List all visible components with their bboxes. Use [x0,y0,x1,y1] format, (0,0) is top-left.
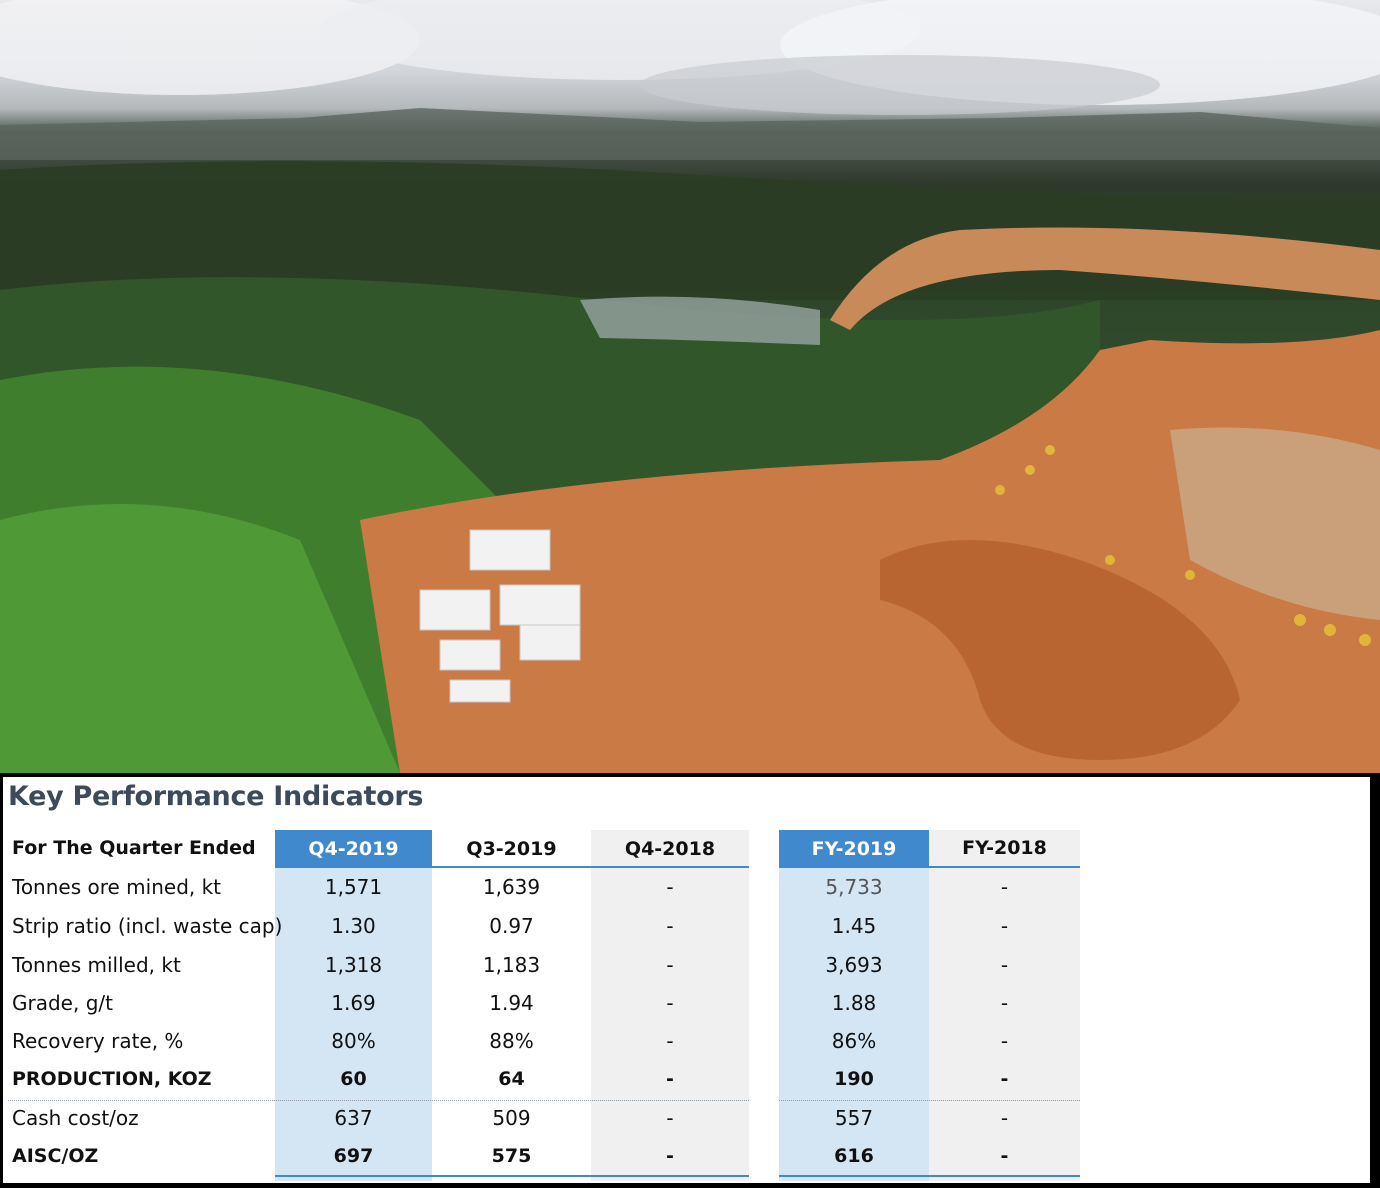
cell-q3-2019: 88% [489,1029,534,1053]
cell-q3-2019: 1.94 [489,991,534,1015]
cell-q3-2019: 0.97 [489,914,534,938]
cell-fy-2019: 190 [834,1068,874,1090]
row-label: AISC/OZ [12,1145,99,1167]
row-label: Cash cost/oz [12,1106,139,1130]
cell-q4-2018: - [666,914,674,938]
q4-2019-column-bg [275,830,432,1181]
cell-q4-2019: 697 [333,1145,374,1167]
cell-fy-2018: - [1000,1106,1009,1130]
cell-q4-2019: 1,318 [324,953,383,977]
cell-fy-2019: 5,733 [825,875,883,899]
cell-q4-2019: 1.69 [331,991,376,1015]
cell-q4-2019: 80% [331,1029,376,1053]
kpi-panel: Key Performance Indicators For The Quart… [3,777,1370,1183]
fy-2019-header-bg [779,830,929,866]
cell-q3-2019: 509 [492,1106,531,1130]
cell-q3-2019: 575 [491,1145,532,1167]
header-label: For The Quarter Ended [12,837,256,859]
cell-fy-2019: 3,693 [825,953,883,977]
cell-fy-2018: - [1000,1029,1009,1053]
row-label: Tonnes ore mined, kt [12,875,222,899]
cell-q3-2019: 1,183 [482,953,541,977]
header-q3-2019: Q3-2019 [466,838,557,860]
cell-q4-2019: 60 [340,1068,367,1090]
cell-q4-2018: - [666,875,674,899]
fy-2018-column-bg [929,830,1080,1181]
row-label: PRODUCTION, KOZ [12,1068,212,1090]
aerial-mine-site-photo [0,0,1380,773]
quarter-header-rule [275,866,749,868]
cell-q4-2019: 1.30 [331,914,376,938]
header-q4-2019: Q4-2019 [308,838,399,860]
cell-q4-2018: - [666,1106,674,1130]
q4-2018-column-bg [591,830,749,1181]
header-q4-2018: Q4-2018 [624,838,716,860]
cell-q4-2018: - [666,1029,674,1053]
cell-fy-2019: 1.45 [831,914,877,938]
photo-illustration [0,0,1380,773]
cell-q4-2018: - [666,991,674,1015]
header-fy-2018: FY-2018 [962,837,1047,859]
cell-q4-2018: - [666,953,674,977]
row-label: Recovery rate, % [12,1029,184,1053]
cell-q4-2019: 1,571 [324,875,383,899]
cell-q3-2019: 64 [498,1068,525,1090]
kpi-title: Key Performance Indicators [8,781,424,812]
production-separator-fy [779,1100,1080,1101]
row-label: Strip ratio (incl. waste cap) [12,914,283,938]
row-label: Tonnes milled, kt [12,953,181,977]
q4-2019-header-bg [275,830,432,866]
cell-q4-2019: 637 [334,1106,373,1130]
quarter-bottom-rule [275,1175,749,1177]
row-label: Grade, g/t [12,991,113,1015]
fy-2019-column-bg [779,830,929,1181]
cell-q4-2018: - [666,1145,674,1167]
cell-fy-2018: - [1000,914,1009,938]
year-bottom-rule [779,1175,1080,1177]
cell-q4-2018: - [666,1068,674,1090]
cell-fy-2019: 557 [834,1106,874,1130]
cell-fy-2018: - [1000,875,1009,899]
cell-fy-2019: 1.88 [831,991,877,1015]
cell-fy-2019: 86% [831,1029,877,1053]
cell-fy-2018: - [1000,953,1009,977]
cell-fy-2019: 616 [834,1145,874,1167]
cell-fy-2018: - [1000,991,1009,1015]
cell-fy-2018: - [1000,1068,1009,1090]
cell-fy-2018: - [1000,1145,1009,1167]
production-separator [8,1100,749,1101]
header-fy-2019: FY-2019 [811,838,897,860]
cell-q3-2019: 1,639 [482,875,541,899]
year-header-rule [779,866,1080,868]
